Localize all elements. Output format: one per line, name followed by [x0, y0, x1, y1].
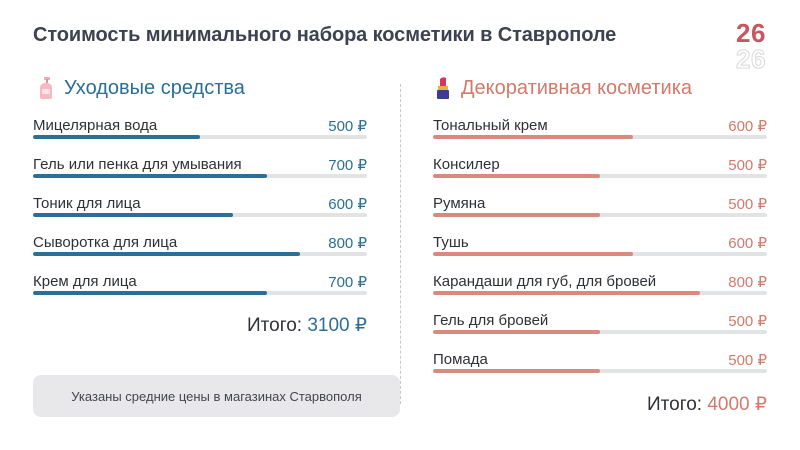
- bar-category-label: Крем для лица: [33, 273, 137, 290]
- bar: [33, 291, 267, 295]
- bar-category-label: Румяна: [433, 195, 486, 212]
- bar-category-label: Консилер: [433, 156, 500, 173]
- svg-text:6: 6: [751, 18, 765, 48]
- bar-track: [433, 252, 767, 256]
- bar-category-label: Мицелярная вода: [33, 117, 158, 134]
- lipstick-icon: [437, 77, 449, 99]
- total-value: 3100 ₽: [307, 315, 367, 336]
- bar: [433, 174, 600, 178]
- bar-value-label: 800 ₽: [728, 274, 767, 291]
- svg-text:2: 2: [736, 44, 750, 72]
- bar: [433, 252, 634, 256]
- care-products-header: Уходовые средства: [36, 76, 245, 100]
- bar-row: Румяна 500 ₽: [433, 190, 767, 229]
- bar: [33, 213, 234, 217]
- bar-row: Мицелярная вода 500 ₽: [33, 112, 367, 151]
- bar-category-label: Карандаши для губ, для бровей: [433, 273, 657, 290]
- bar-row: Консилер 500 ₽: [433, 151, 767, 190]
- bar-row: Крем для лица 700 ₽: [33, 268, 367, 307]
- bar: [433, 213, 600, 217]
- bar-row: Помада 500 ₽: [433, 346, 767, 385]
- care-products-total: Итого: 3100 ₽: [247, 314, 367, 337]
- decorative-cosmetics-header: Декоративная косметика: [433, 76, 692, 100]
- bar-value-label: 600 ₽: [728, 235, 767, 252]
- bar-track: [33, 213, 367, 217]
- bar-category-label: Гель или пенка для умывания: [33, 156, 242, 173]
- bar-category-label: Сыворотка для лица: [33, 234, 178, 251]
- bar: [33, 135, 200, 139]
- page-title: Стоимость минимального набора косметики …: [33, 24, 617, 46]
- brand-logo: 2 6 2 6: [736, 18, 766, 72]
- total-label: Итого:: [247, 315, 303, 336]
- bar-value-label: 500 ₽: [728, 352, 767, 369]
- bar-value-label: 500 ₽: [728, 157, 767, 174]
- bar-track: [433, 213, 767, 217]
- bar-row: Карандаши для губ, для бровей 800 ₽: [433, 268, 767, 307]
- total-value: 4000 ₽: [707, 394, 767, 415]
- bar-track: [433, 369, 767, 373]
- bar-track: [33, 291, 367, 295]
- decorative-cosmetics-total: Итого: 4000 ₽: [647, 393, 767, 416]
- bar-category-label: Тоник для лица: [33, 195, 141, 212]
- bar: [433, 330, 600, 334]
- bar-value-label: 600 ₽: [328, 196, 367, 213]
- bar-value-label: 700 ₽: [328, 274, 367, 291]
- bar: [33, 252, 301, 256]
- bar-track: [433, 135, 767, 139]
- bar-category-label: Тушь: [433, 234, 469, 251]
- bar-value-label: 500 ₽: [728, 196, 767, 213]
- bar-value-label: 500 ₽: [728, 313, 767, 330]
- bar-track: [33, 135, 367, 139]
- bar: [433, 135, 634, 139]
- bar-track: [33, 252, 367, 256]
- svg-text:2: 2: [736, 18, 750, 48]
- decorative-cosmetics-list: Тональный крем 600 ₽ Консилер 500 ₽ Румяна 50…: [433, 112, 767, 385]
- bar-row: Гель или пенка для умывания 700 ₽: [33, 151, 367, 190]
- bar-row: Гель для бровей 500 ₽: [433, 307, 767, 346]
- total-label: Итого:: [647, 394, 703, 415]
- bar-category-label: Гель для бровей: [433, 312, 549, 329]
- bar-track: [33, 174, 367, 178]
- care-products-list: Мицелярная вода 500 ₽ Гель или пенка для у…: [33, 112, 367, 307]
- bar-category-label: Тональный крем: [433, 117, 548, 134]
- bar-row: Тушь 600 ₽: [433, 229, 767, 268]
- bar-value-label: 700 ₽: [328, 157, 367, 174]
- bar: [33, 174, 267, 178]
- bar-track: [433, 291, 767, 295]
- bar-track: [433, 330, 767, 334]
- footnote-text: Указаны средние цены в магазинах Старвоп…: [71, 388, 362, 404]
- bar-category-label: Помада: [433, 351, 488, 368]
- column-divider: [400, 84, 401, 404]
- bar-value-label: 500 ₽: [328, 118, 367, 135]
- svg-text:6: 6: [751, 44, 765, 72]
- footnote-box: Указаны средние цены в магазинах Старвоп…: [33, 375, 400, 417]
- bar-row: Тональный крем 600 ₽: [433, 112, 767, 151]
- bar-row: Тоник для лица 600 ₽: [33, 190, 367, 229]
- bar-track: [433, 174, 767, 178]
- decorative-cosmetics-title: Декоративная косметика: [461, 76, 693, 99]
- bar: [433, 369, 600, 373]
- bar-value-label: 800 ₽: [328, 235, 367, 252]
- soap-bottle-icon: [40, 77, 52, 99]
- bar-row: Сыворотка для лица 800 ₽: [33, 229, 367, 268]
- bar: [433, 291, 701, 295]
- care-products-title: Уходовые средства: [64, 76, 245, 99]
- bar-value-label: 600 ₽: [728, 118, 767, 135]
